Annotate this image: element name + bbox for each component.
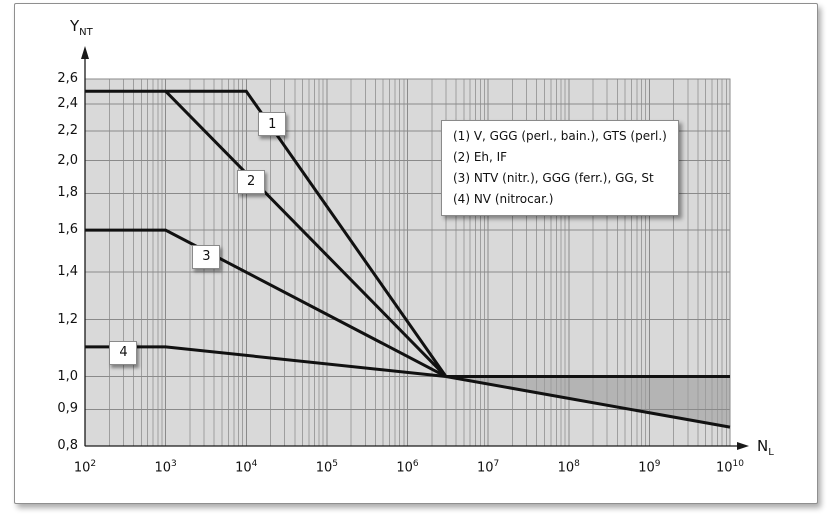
x-tick-label: 109: [638, 459, 661, 476]
curve-label-2: 2: [237, 169, 266, 194]
x-tick-label: 105: [315, 459, 339, 476]
x-tick-label: 106: [396, 459, 419, 476]
y-axis-subscript: NT: [79, 27, 93, 38]
series-curve-1: [85, 89, 448, 378]
series-curve-3: [85, 228, 447, 378]
y-tick-label: 2,0: [57, 152, 78, 168]
grid-minor: [108, 79, 727, 446]
x-tick-label: 102: [73, 459, 97, 476]
series-curve-2: [164, 90, 448, 378]
y-tick-label: 0,9: [57, 401, 78, 417]
x-tick-label: 104: [235, 459, 258, 476]
x-tick-label: 103: [154, 459, 177, 476]
x-axis-arrow-icon: [737, 442, 749, 450]
y-tick-label: 1,8: [57, 185, 78, 201]
x-axis-symbol: N: [757, 437, 769, 455]
curve-label-1: 1: [258, 112, 287, 137]
curve-label-3: 3: [192, 244, 221, 269]
x-tick-label: 1010: [716, 459, 744, 476]
legend-entry-2: (2) Eh, IF: [453, 150, 508, 164]
y-tick-label: 1,4: [57, 263, 78, 279]
x-axis-subscript: L: [768, 447, 774, 458]
y-tick-label: 1,2: [57, 311, 78, 327]
grid-major: [85, 79, 730, 446]
y-axis-title: YNT: [70, 17, 93, 38]
x-tick-label: 108: [557, 459, 580, 476]
y-axis-symbol: Y: [70, 17, 80, 35]
y-tick-label: 0,8: [57, 438, 78, 453]
legend-box: (1) V, GGG (perl., bain.), GTS (perl.) (…: [441, 120, 679, 216]
legend-entry-1: (1) V, GGG (perl., bain.), GTS (perl.): [453, 129, 667, 143]
y-tick-label: 2,6: [57, 71, 78, 86]
series-long-life-declining: [445, 375, 731, 429]
legend-entry-4: (4) NV (nitrocar.): [453, 192, 554, 206]
y-tick-label: 2,4: [57, 95, 78, 111]
x-axis-title: NL: [757, 437, 774, 458]
y-tick-label: 2,2: [57, 123, 78, 139]
legend-entry-3: (3) NTV (nitr.), GGG (ferr.), GG, St: [453, 171, 654, 185]
y-tick-label: 1,0: [57, 368, 78, 384]
axes: [84, 57, 740, 447]
curve-label-4: 4: [109, 340, 138, 365]
y-tick-label: 1,6: [57, 222, 78, 238]
y-axis-arrow-icon: [81, 46, 89, 59]
x-tick-label: 107: [476, 459, 500, 476]
